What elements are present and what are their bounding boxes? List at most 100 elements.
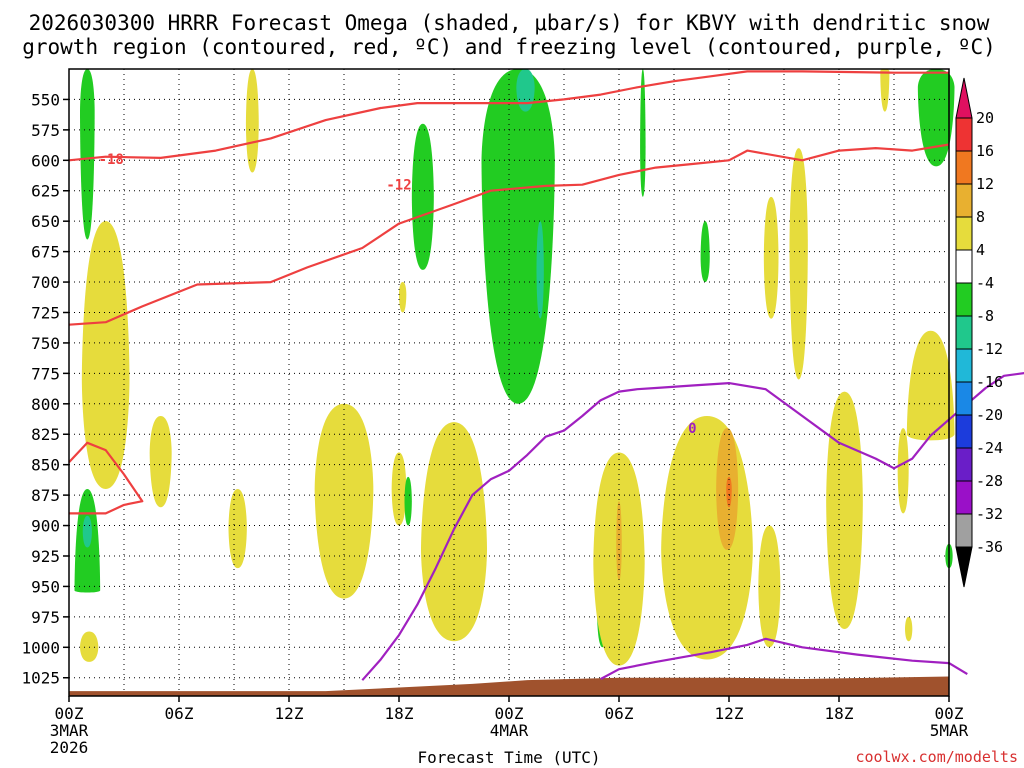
x-tick-label: 06Z <box>165 704 194 723</box>
chart-title-line-1: 2026030300 HRRR Forecast Omega (shaded, … <box>29 11 990 35</box>
x-tick-label: 12Z <box>275 704 304 723</box>
omega-region-pos <box>897 428 909 514</box>
y-axis: 550 575 600 625 650 675 700 725 750 775 800 825 850 8… <box>21 90 69 688</box>
omega-region-neg <box>917 69 955 167</box>
y-tick-label: 700 <box>31 273 60 292</box>
omega-region-pos <box>81 221 130 490</box>
colorbar-swatch <box>955 513 973 548</box>
colorbar-label: -24 <box>976 439 1003 457</box>
colorbar-swatch <box>955 150 973 185</box>
colorbar-swatch <box>955 480 973 515</box>
freezing-level-label: 0 <box>688 421 696 437</box>
colorbar-label: -8 <box>976 307 994 325</box>
colorbar-swatch <box>955 183 973 218</box>
omega-region-pos <box>789 148 808 380</box>
omega-shading-layer <box>74 69 955 666</box>
omega-region-pos <box>228 489 247 569</box>
omega-region-neg <box>80 69 95 240</box>
y-tick-label: 975 <box>31 608 60 627</box>
x-axis-label: Forecast Time (UTC) <box>417 748 600 767</box>
colorbar-label: -28 <box>976 472 1003 490</box>
y-tick-label: 875 <box>31 486 60 505</box>
colorbar-swatch <box>955 381 973 416</box>
colorbar: 20 16 12 8 4 -4 -8 -12 -16 -20 -24 -28 -32 -36 <box>955 77 1003 588</box>
omega-region-pos <box>616 501 622 581</box>
omega-region-pos <box>314 403 374 599</box>
omega-region-pos <box>149 415 172 508</box>
colorbar-bottom-arrow <box>955 546 973 588</box>
x-tick-date-label: 3MAR <box>50 721 89 740</box>
x-tick-label: 00Z <box>935 704 964 723</box>
y-tick-label: 850 <box>31 456 60 475</box>
colorbar-swatch <box>955 117 973 152</box>
y-tick-label: 600 <box>31 151 60 170</box>
freezing-level-line-lower <box>600 637 968 680</box>
y-tick-label: 625 <box>31 182 60 201</box>
y-tick-label: 550 <box>31 90 60 109</box>
y-tick-label: 575 <box>31 121 60 140</box>
omega-region-neg <box>82 515 92 548</box>
x-tick-year-label: 2026 <box>50 738 89 757</box>
y-tick-label: 750 <box>31 334 60 353</box>
colorbar-swatch <box>955 282 973 317</box>
dgz-contour-label: -12 <box>386 178 411 194</box>
y-tick-label: 925 <box>31 547 60 566</box>
colorbar-label: -4 <box>976 274 994 292</box>
y-tick-label: 775 <box>31 364 60 383</box>
omega-region-pos <box>906 330 955 441</box>
y-tick-label: 1025 <box>21 669 60 688</box>
colorbar-swatch <box>955 216 973 251</box>
omega-region-neg <box>700 221 710 283</box>
omega-region-neg <box>516 69 535 112</box>
x-tick-label: 18Z <box>825 704 854 723</box>
colorbar-swatch <box>955 348 973 383</box>
x-tick-date-label: 4MAR <box>490 721 529 740</box>
omega-region-neg <box>640 69 646 197</box>
omega-region-pos <box>763 196 779 319</box>
dgz-contour-line <box>68 70 949 162</box>
y-tick-label: 825 <box>31 425 60 444</box>
x-tick-label: 00Z <box>55 704 84 723</box>
omega-region-neg <box>481 69 555 404</box>
omega-region-neg <box>404 476 412 526</box>
y-tick-label: 675 <box>31 243 60 262</box>
y-tick-label: 800 <box>31 395 60 414</box>
chart-title-line-2: growth region (contoured, red, ºC) and f… <box>22 35 996 59</box>
y-tick-label: 650 <box>31 212 60 231</box>
surface-terrain-layer <box>69 676 949 696</box>
omega-region-pos <box>399 282 407 313</box>
x-tick-date-label: 5MAR <box>930 721 969 740</box>
colorbar-label: -36 <box>976 538 1003 556</box>
colorbar-swatch <box>955 447 973 482</box>
x-tick-label: 18Z <box>385 704 414 723</box>
dgz-contour-label: -18 <box>99 152 124 168</box>
colorbar-swatch <box>955 414 973 449</box>
surface-terrain <box>69 676 949 696</box>
colorbar-label: 4 <box>976 241 985 259</box>
dgz-contour-line <box>68 441 144 515</box>
x-tick-label: 12Z <box>715 704 744 723</box>
colorbar-label: -20 <box>976 406 1003 424</box>
omega-region-neg <box>536 221 544 319</box>
credit-link[interactable]: coolwx.com/modelts <box>855 748 1018 766</box>
omega-region-pos <box>80 631 99 662</box>
omega-region-pos <box>245 69 259 173</box>
y-tick-label: 900 <box>31 517 60 536</box>
y-tick-label: 1000 <box>21 638 60 657</box>
colorbar-label: -12 <box>976 340 1003 358</box>
omega-region-pos <box>880 69 890 112</box>
colorbar-swatch <box>955 315 973 350</box>
y-tick-label: 950 <box>31 577 60 596</box>
colorbar-label: 20 <box>976 109 994 127</box>
gridlines <box>68 69 950 696</box>
colorbar-label: 16 <box>976 142 994 160</box>
colorbar-swatch <box>955 249 973 284</box>
colorbar-label: 12 <box>976 175 994 193</box>
dgz-contour-line <box>68 143 950 326</box>
colorbar-label: -32 <box>976 505 1003 523</box>
omega-region-pos <box>826 391 863 630</box>
omega-region-pos <box>905 616 913 642</box>
omega-region-pos <box>661 415 753 660</box>
